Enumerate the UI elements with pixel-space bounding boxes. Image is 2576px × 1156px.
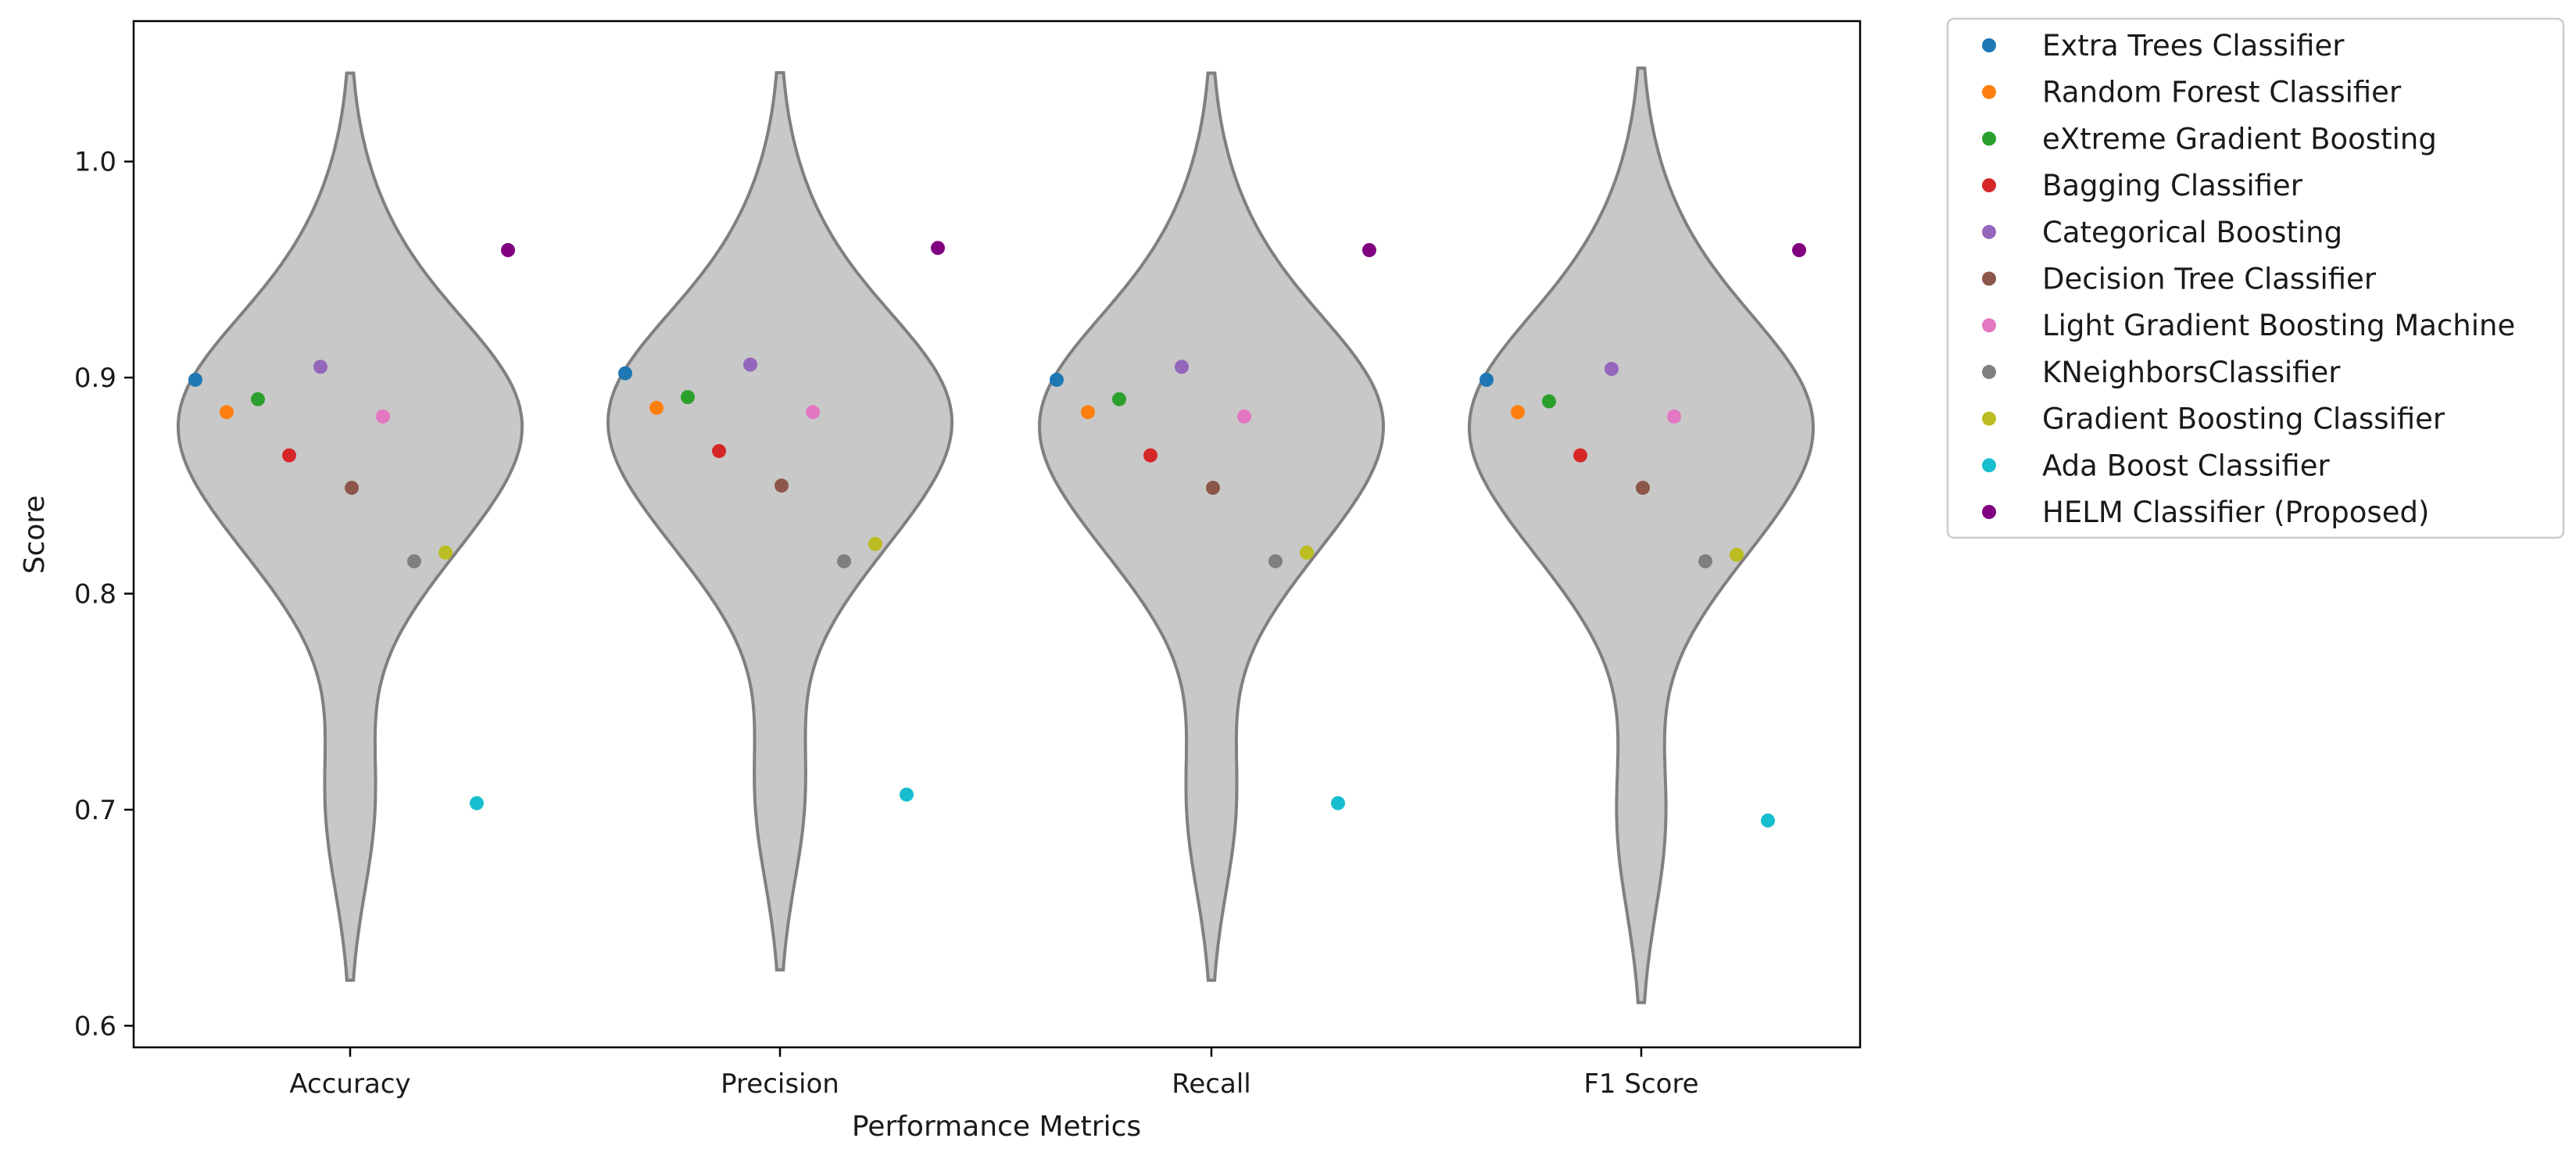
x-tick-label: F1 Score	[1583, 1068, 1698, 1100]
point-light-gradient-boosting-machine-recall	[1237, 409, 1251, 424]
point-extreme-gradient-boosting-accuracy	[251, 392, 265, 406]
point-extreme-gradient-boosting-recall	[1112, 392, 1126, 406]
point-gradient-boosting-classifier-f1-score	[1730, 547, 1744, 562]
legend-marker	[1982, 505, 1996, 519]
point-kneighborsclassifier-f1-score	[1698, 554, 1712, 569]
point-kneighborsclassifier-precision	[837, 554, 851, 569]
x-tick-label: Recall	[1172, 1068, 1250, 1100]
point-light-gradient-boosting-machine-f1-score	[1667, 409, 1681, 424]
legend: Extra Trees Classifier Random Forest Clas…	[1946, 17, 2565, 539]
point-categorical-boosting-f1-score	[1605, 362, 1619, 376]
legend-marker	[1982, 131, 1996, 146]
point-extra-trees-classifier-accuracy	[188, 372, 202, 387]
y-tick-label: 0.8	[74, 579, 116, 610]
point-kneighborsclassifier-accuracy	[407, 554, 421, 569]
point-ada-boost-classifier-accuracy	[470, 796, 484, 811]
point-light-gradient-boosting-machine-accuracy	[376, 409, 390, 424]
legend-marker	[1982, 38, 1996, 52]
violin-recall	[1037, 71, 1386, 982]
point-ada-boost-classifier-recall	[1331, 796, 1345, 811]
point-helm-classifier-proposed-recall	[1362, 243, 1376, 257]
violins	[176, 66, 1816, 1004]
legend-label: Bagging Classifier	[2042, 169, 2303, 202]
x-tick-label: Precision	[721, 1068, 839, 1100]
point-random-forest-classifier-precision	[649, 400, 664, 415]
y-tick-label: 0.9	[74, 363, 116, 394]
legend-label: Decision Tree Classifier	[2042, 263, 2377, 296]
legend-marker	[1982, 364, 1996, 379]
legend-marker	[1982, 318, 1996, 333]
legend-frame	[1946, 17, 2565, 539]
point-helm-classifier-proposed-f1-score	[1792, 243, 1806, 257]
point-bagging-classifier-accuracy	[282, 448, 296, 463]
point-extra-trees-classifier-precision	[618, 366, 632, 381]
point-decision-tree-classifier-precision	[775, 478, 789, 493]
legend-label: Extra Trees Classifier	[2042, 29, 2345, 63]
violin-accuracy	[176, 71, 524, 982]
legend-marker	[1982, 411, 1996, 426]
legend-label: Light Gradient Boosting Machine	[2042, 309, 2515, 342]
y-tick-label: 0.7	[74, 795, 116, 826]
point-decision-tree-classifier-recall	[1206, 481, 1220, 496]
point-decision-tree-classifier-accuracy	[345, 481, 359, 496]
point-extreme-gradient-boosting-f1-score	[1542, 394, 1556, 409]
legend-label: HELM Classifier (Proposed)	[2042, 496, 2429, 529]
point-random-forest-classifier-accuracy	[220, 405, 234, 420]
y-tick-label: 0.6	[74, 1011, 116, 1042]
y-axis-label: Score	[19, 496, 51, 574]
point-categorical-boosting-recall	[1175, 360, 1189, 374]
violin-f1-score	[1467, 66, 1816, 1004]
point-extra-trees-classifier-f1-score	[1479, 372, 1494, 387]
point-kneighborsclassifier-recall	[1268, 554, 1283, 569]
legend-marker	[1982, 84, 1996, 99]
legend-marker	[1982, 178, 1996, 193]
y-tick-label: 1.0	[74, 147, 116, 178]
point-ada-boost-classifier-f1-score	[1761, 813, 1775, 828]
legend-marker	[1982, 224, 1996, 239]
legend-label: Categorical Boosting	[2042, 216, 2342, 249]
legend-label: eXtreme Gradient Boosting	[2042, 122, 2437, 156]
point-bagging-classifier-f1-score	[1573, 448, 1587, 463]
x-axis-label: Performance Metrics	[852, 1111, 1141, 1143]
point-helm-classifier-proposed-accuracy	[501, 243, 515, 257]
point-light-gradient-boosting-machine-precision	[806, 405, 820, 420]
violin-precision	[606, 71, 954, 972]
legend-label: Ada Boost Classifier	[2042, 449, 2330, 482]
legend-marker	[1982, 271, 1996, 286]
legend-marker	[1982, 458, 1996, 473]
y-axis: 0.6 0.7 0.8 0.9 1.0	[74, 147, 134, 1042]
point-extra-trees-classifier-recall	[1050, 372, 1064, 387]
plot-area-frame	[132, 20, 1862, 1049]
point-gradient-boosting-classifier-recall	[1300, 546, 1314, 560]
x-axis: Accuracy Precision Recall F1 Score	[289, 1047, 1699, 1100]
point-ada-boost-classifier-precision	[900, 787, 914, 802]
point-bagging-classifier-precision	[712, 444, 726, 459]
data-points	[188, 241, 1806, 828]
point-random-forest-classifier-f1-score	[1511, 405, 1525, 420]
point-categorical-boosting-precision	[743, 357, 757, 372]
point-helm-classifier-proposed-precision	[931, 241, 945, 256]
x-tick-label: Accuracy	[289, 1068, 410, 1100]
point-bagging-classifier-recall	[1143, 448, 1157, 463]
legend-label: Random Forest Classifier	[2042, 76, 2402, 109]
point-gradient-boosting-classifier-accuracy	[438, 546, 453, 560]
legend-label: KNeighborsClassifier	[2042, 356, 2341, 389]
legend-label: Gradient Boosting Classifier	[2042, 403, 2445, 436]
point-random-forest-classifier-recall	[1081, 405, 1095, 420]
point-gradient-boosting-classifier-precision	[868, 536, 882, 551]
point-categorical-boosting-accuracy	[313, 360, 327, 374]
point-decision-tree-classifier-f1-score	[1636, 481, 1650, 496]
point-extreme-gradient-boosting-precision	[681, 390, 695, 404]
